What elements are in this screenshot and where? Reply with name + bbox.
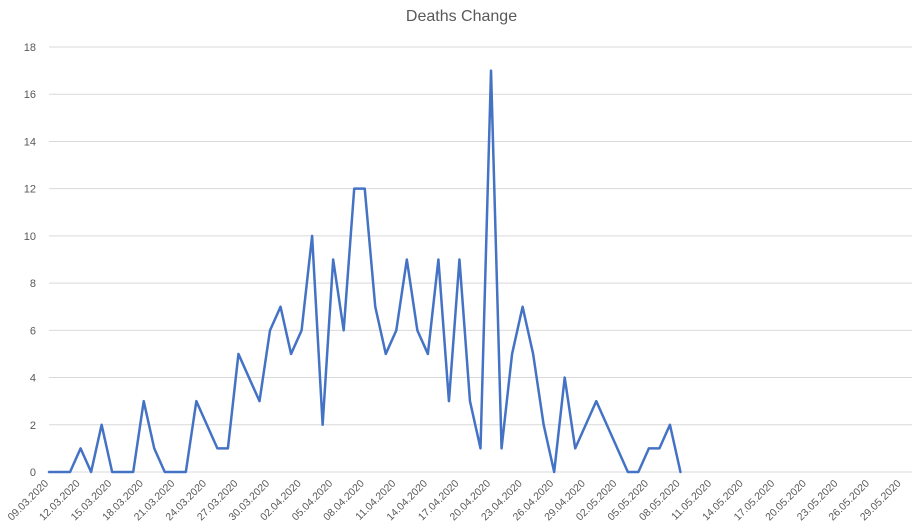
x-tick-labels: 09.03.202012.03.202015.03.202018.03.2020… bbox=[5, 478, 903, 524]
y-tick-label: 0 bbox=[30, 467, 36, 479]
y-tick-label: 2 bbox=[30, 420, 36, 432]
series-layer bbox=[47, 69, 682, 474]
y-tick-labels: 0 2 4 6 8 10 12 14 16 18 bbox=[24, 42, 36, 479]
y-tick-label: 6 bbox=[30, 325, 36, 337]
y-tick-label: 8 bbox=[30, 278, 36, 290]
y-tick-label: 14 bbox=[24, 136, 36, 148]
y-tick-label: 10 bbox=[24, 231, 36, 243]
y-tick-label: 18 bbox=[24, 42, 36, 54]
series-line bbox=[47, 69, 682, 474]
chart-title: Deaths Change bbox=[405, 8, 518, 25]
y-tick-label: 16 bbox=[24, 89, 36, 101]
y-tick-label: 12 bbox=[24, 184, 36, 196]
gridlines bbox=[49, 46, 912, 426]
y-tick-label: 4 bbox=[30, 373, 36, 385]
